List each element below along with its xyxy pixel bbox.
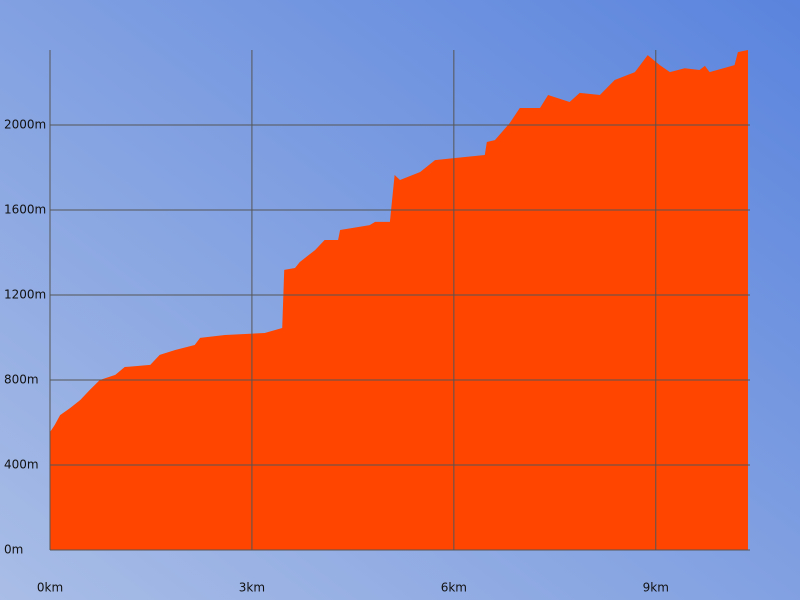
y-tick-label: 800m <box>4 373 39 387</box>
y-tick-label: 400m <box>4 458 39 472</box>
y-tick-label: 1200m <box>4 288 46 302</box>
elevation-area <box>50 50 748 550</box>
x-tick-label: 0km <box>37 581 63 595</box>
y-tick-label: 0m <box>4 543 23 557</box>
x-tick-label: 6km <box>441 581 467 595</box>
y-tick-label: 2000m <box>4 118 46 132</box>
x-tick-label: 3km <box>239 581 265 595</box>
y-tick-label: 1600m <box>4 203 46 217</box>
x-tick-label: 9km <box>643 581 669 595</box>
